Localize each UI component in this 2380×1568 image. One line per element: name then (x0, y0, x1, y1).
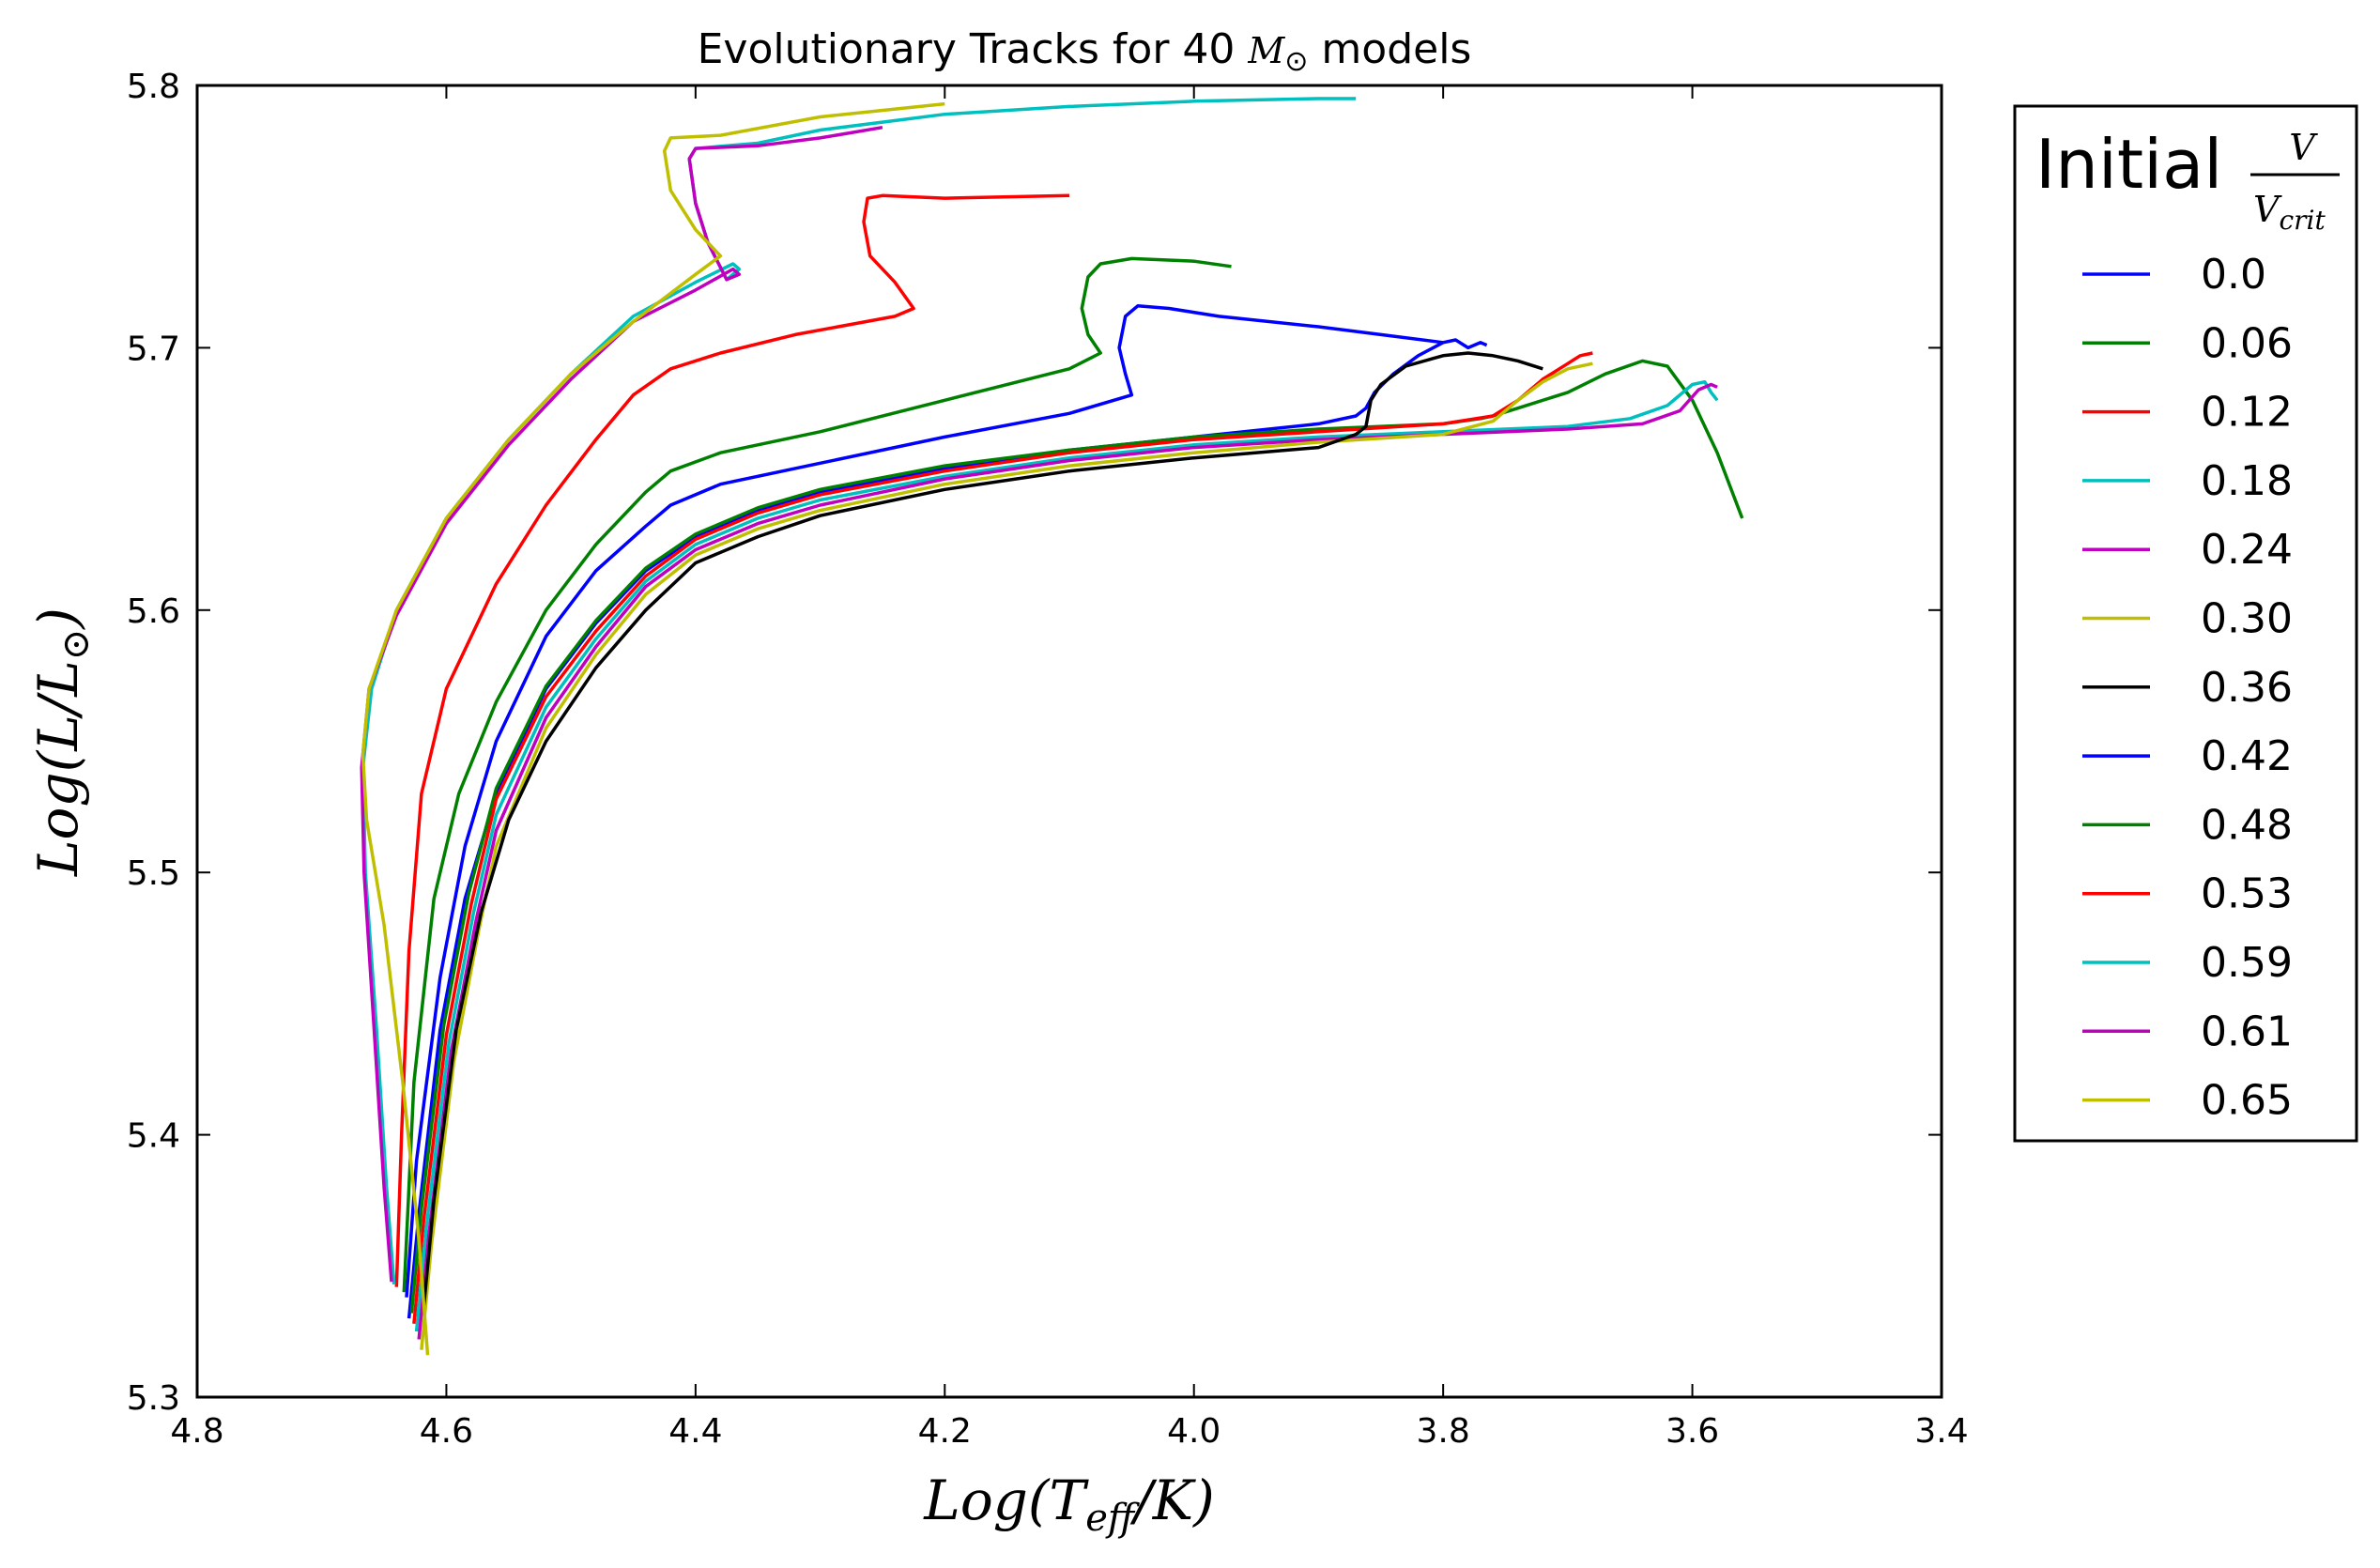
legend-label-7: 0.42 (2201, 732, 2293, 780)
series-line-10 (361, 97, 1357, 1285)
series-line-6 (422, 351, 1543, 1306)
y-tick-label: 5.6 (127, 592, 180, 631)
legend-label-9: 0.53 (2201, 870, 2293, 918)
legend-label-0: 0.0 (2201, 251, 2266, 299)
y-tick-label: 5.8 (127, 68, 180, 106)
x-tick-label: 3.8 (1417, 1412, 1470, 1451)
legend-title: Initial (2035, 125, 2222, 204)
legend-label-2: 0.12 (2201, 389, 2293, 437)
x-tick-label: 4.6 (420, 1412, 473, 1451)
series-line-0 (407, 338, 1488, 1319)
series-line-9 (394, 193, 1070, 1287)
y-axis-label: Log(L/L⊙) (26, 607, 98, 877)
x-tick-label: 4.2 (918, 1412, 972, 1451)
x-tick-label: 4.0 (1167, 1412, 1221, 1451)
legend-label-12: 0.65 (2201, 1077, 2293, 1125)
chart-title: Evolutionary Tracks for 40 M⊙ models (698, 25, 1472, 78)
series-line-5 (420, 361, 1593, 1350)
series-lines (360, 97, 1744, 1356)
y-tick-label: 5.4 (127, 1117, 180, 1156)
legend-title-numerator: V (2289, 127, 2318, 168)
legend-items: 0.0 0.06 0.12 0.18 0.24 0.30 0.36 0.42 0.48 0.53 0… (2082, 251, 2293, 1125)
x-tick-label: 4.4 (668, 1412, 722, 1451)
legend: Initial V Vcrit 0.00.060.120.180.240.300… (2013, 104, 2358, 1143)
legend-label-6: 0.36 (2201, 664, 2293, 712)
series-line-12 (361, 101, 945, 1356)
series-line-4 (417, 382, 1718, 1340)
series-line-7 (405, 303, 1444, 1298)
x-axis-ticks: 4.8 4.6 4.4 4.2 4.0 3.8 3.6 3.4 (170, 85, 1969, 1451)
legend-label-4: 0.24 (2201, 526, 2293, 574)
x-tick-label: 4.8 (170, 1412, 223, 1451)
legend-label-5: 0.30 (2201, 595, 2293, 643)
series-line-8 (402, 256, 1232, 1293)
y-axis-ticks: 5.3 5.4 5.5 5.6 5.7 5.8 (127, 68, 1942, 1418)
y-tick-label: 5.7 (127, 330, 180, 368)
y-tick-label: 5.5 (127, 854, 180, 893)
series-line-1 (409, 359, 1744, 1314)
series-line-3 (414, 379, 1719, 1332)
x-axis-label: Log(Teff/K) (923, 1468, 1214, 1540)
legend-title-denominator: Vcrit (2253, 189, 2326, 236)
legend-label-10: 0.59 (2201, 939, 2293, 987)
series-line-11 (360, 125, 883, 1283)
x-tick-label: 3.4 (1914, 1412, 1968, 1451)
x-tick-label: 3.6 (1666, 1412, 1719, 1451)
legend-label-1: 0.06 (2201, 319, 2293, 367)
y-tick-label: 5.3 (127, 1379, 180, 1418)
legend-label-11: 0.61 (2201, 1007, 2293, 1055)
plot-frame (195, 84, 1943, 1399)
legend-label-3: 0.18 (2201, 457, 2293, 505)
series-line-2 (412, 351, 1593, 1324)
legend-label-8: 0.48 (2201, 801, 2293, 849)
legend-frame (2013, 104, 2358, 1143)
